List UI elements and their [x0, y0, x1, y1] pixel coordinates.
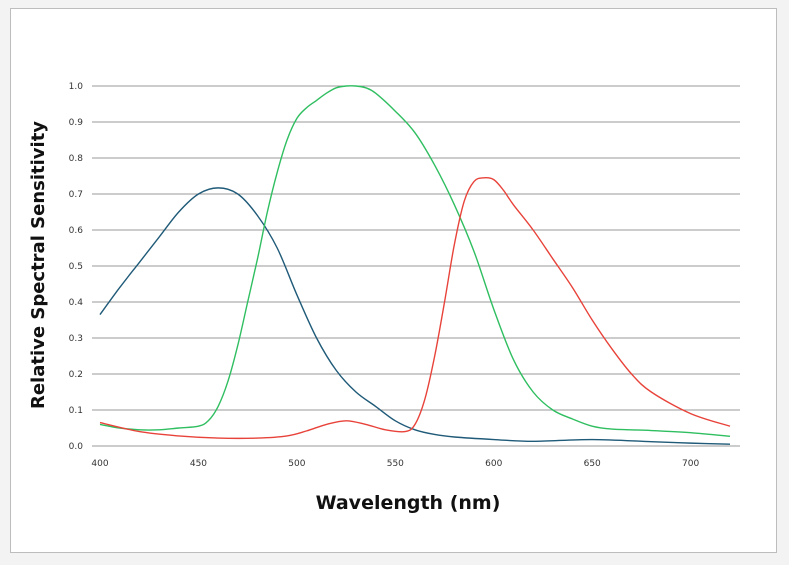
x-axis-label: Wavelength (nm): [316, 492, 501, 514]
y-tick-label: 0.5: [69, 262, 83, 272]
y-tick-label: 0.6: [69, 226, 84, 236]
chart-frame: [10, 8, 777, 553]
y-tick-label: 0.0: [69, 442, 84, 452]
y-tick-label: 0.4: [69, 298, 84, 308]
x-tick-label: 600: [485, 459, 502, 469]
x-tick-label: 550: [387, 459, 404, 469]
x-tick-label: 650: [584, 459, 601, 469]
x-tick-label: 500: [288, 459, 305, 469]
x-tick-label: 700: [682, 459, 699, 469]
y-tick-label: 0.1: [69, 406, 83, 416]
x-tick-label: 450: [190, 459, 207, 469]
y-tick-label: 0.3: [69, 334, 83, 344]
series-line-red: [99, 176, 731, 440]
y-tick-label: 0.7: [69, 190, 83, 200]
grid-lines: [92, 85, 740, 447]
series-line-blue: [99, 187, 731, 445]
y-tick-label: 0.9: [69, 118, 84, 128]
y-tick-label: 0.2: [69, 370, 83, 380]
x-tick-label: 400: [91, 459, 108, 469]
y-tick-label: 0.8: [69, 154, 84, 164]
series-lines: [99, 85, 731, 445]
y-tick-label: 1.0: [69, 82, 84, 92]
y-tick-labels: 0.0 0.1 0.2 0.3 0.4 0.5 0.6 0.7 0.8 0.9 1.0: [69, 82, 84, 452]
series-line-green: [99, 85, 731, 437]
y-axis-label: Relative Spectral Sensitivity: [28, 121, 49, 409]
x-tick-labels: 400 450 500 550 600 650 700: [91, 459, 699, 469]
